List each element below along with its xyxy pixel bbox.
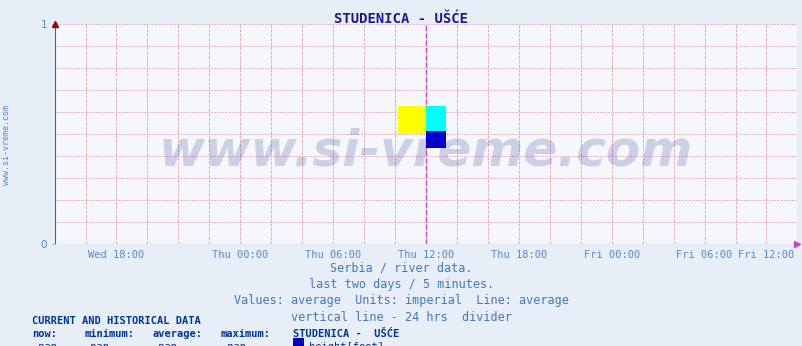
Text: -nan: -nan [152, 342, 177, 346]
Text: Thu 18:00: Thu 18:00 [490, 250, 546, 260]
Text: -nan: -nan [84, 342, 109, 346]
Text: Thu 12:00: Thu 12:00 [397, 250, 454, 260]
Bar [397, 107, 425, 134]
Text: Values: average  Units: imperial  Line: average: Values: average Units: imperial Line: av… [233, 294, 569, 308]
Text: www.si-vreme.com: www.si-vreme.com [2, 105, 11, 185]
Text: Fri 00:00: Fri 00:00 [583, 250, 639, 260]
Text: vertical line - 24 hrs  divider: vertical line - 24 hrs divider [290, 311, 512, 324]
Text: average:: average: [152, 329, 202, 339]
Text: STUDENICA - UŠĆE: STUDENICA - UŠĆE [334, 12, 468, 26]
Text: Wed 18:00: Wed 18:00 [88, 250, 144, 260]
Text: now:: now: [32, 329, 57, 339]
Text: STUDENICA -  UŠĆE: STUDENICA - UŠĆE [293, 329, 399, 339]
Text: www.si-vreme.com: www.si-vreme.com [159, 128, 692, 176]
Text: -nan: -nan [32, 342, 57, 346]
Text: last two days / 5 minutes.: last two days / 5 minutes. [309, 278, 493, 291]
Text: maximum:: maximum: [221, 329, 270, 339]
Bar [425, 131, 445, 148]
Text: minimum:: minimum: [84, 329, 134, 339]
Text: height[foot]: height[foot] [309, 342, 383, 346]
Text: Fri 12:00: Fri 12:00 [737, 250, 793, 260]
Text: Serbia / river data.: Serbia / river data. [330, 261, 472, 274]
Bar [425, 107, 445, 134]
Text: -nan: -nan [221, 342, 245, 346]
Text: Thu 06:00: Thu 06:00 [305, 250, 361, 260]
Text: CURRENT AND HISTORICAL DATA: CURRENT AND HISTORICAL DATA [32, 316, 200, 326]
Text: Thu 00:00: Thu 00:00 [212, 250, 268, 260]
Text: Fri 06:00: Fri 06:00 [675, 250, 731, 260]
